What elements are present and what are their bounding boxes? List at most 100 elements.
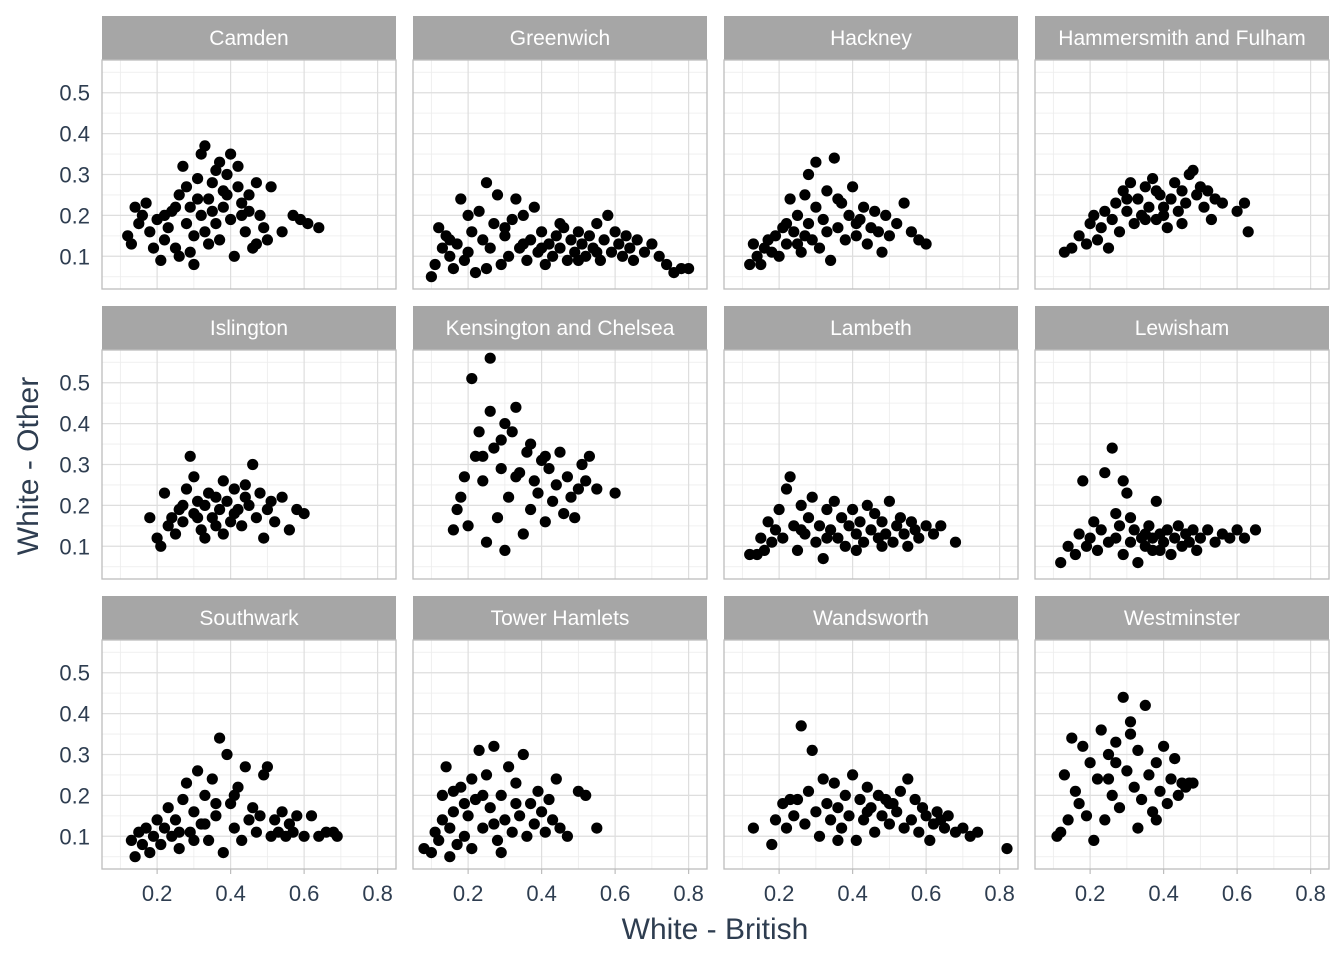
scatter-point [210, 491, 222, 503]
scatter-point [433, 834, 445, 847]
facet-strip [102, 596, 396, 640]
scatter-point [558, 507, 570, 520]
x-tick-label: 0.6 [600, 881, 631, 906]
scatter-point [447, 806, 459, 818]
scatter-point [832, 834, 844, 847]
y-tick-label: 0.5 [59, 81, 90, 106]
scatter-point [1187, 524, 1199, 536]
scatter-point [144, 226, 156, 238]
scatter-point [876, 810, 888, 822]
scatter-point [847, 181, 859, 193]
x-tick-label: 0.8 [1295, 881, 1326, 906]
scatter-point [898, 822, 910, 834]
scatter-point [151, 814, 163, 826]
y-tick-label: 0.5 [59, 661, 90, 686]
scatter-point [580, 475, 592, 487]
x-tick-label: 0.6 [289, 881, 320, 906]
facet-strip-label: Wandsworth [813, 607, 929, 630]
scatter-point [239, 761, 251, 773]
facet-strip-label: Lambeth [830, 317, 912, 340]
scatter-point [247, 802, 259, 814]
scatter-point [495, 434, 507, 446]
scatter-point [780, 218, 793, 230]
scatter-point [1099, 205, 1111, 217]
scatter-point [591, 218, 603, 230]
scatter-point [236, 834, 248, 847]
scatter-point [158, 209, 171, 221]
scatter-point [747, 822, 760, 834]
scatter-point [802, 218, 815, 230]
scatter-point [433, 222, 445, 234]
scatter-point [514, 810, 526, 822]
scatter-point [136, 838, 148, 851]
scatter-point [762, 516, 774, 528]
scatter-point [569, 512, 581, 524]
scatter-point [825, 254, 837, 266]
scatter-point [1091, 234, 1104, 246]
scatter-point [158, 487, 171, 499]
scatter-point [1202, 524, 1214, 536]
scatter-point [1139, 699, 1151, 712]
scatter-point [788, 226, 800, 238]
scatter-point [214, 234, 226, 246]
scatter-point [1238, 197, 1251, 209]
scatter-point [203, 834, 215, 847]
scatter-point [799, 818, 811, 830]
scatter-point [839, 789, 851, 802]
facet-strip [413, 596, 707, 640]
scatter-point [155, 254, 167, 266]
scatter-point [758, 544, 771, 557]
scatter-point [547, 250, 559, 262]
scatter-point [184, 201, 196, 213]
scatter-point [543, 793, 555, 806]
scatter-point [1102, 748, 1115, 761]
scatter-point [447, 524, 459, 536]
scatter-point [810, 156, 822, 168]
y-tick-label: 0.5 [59, 371, 90, 396]
scatter-point [258, 222, 270, 234]
scatter-point [744, 258, 756, 271]
scatter-point [525, 503, 537, 516]
scatter-point [1154, 785, 1166, 797]
scatter-point [813, 242, 826, 254]
scatter-point [180, 181, 193, 193]
scatter-point [938, 822, 951, 834]
facet-strip-label: Hammersmith and Fulham [1058, 27, 1305, 50]
scatter-point [942, 810, 954, 822]
scatter-point [177, 160, 189, 172]
scatter-point [192, 173, 204, 185]
scatter-point [199, 499, 211, 511]
scatter-point [891, 806, 903, 818]
scatter-point [125, 238, 137, 250]
scatter-point [232, 181, 244, 193]
scatter-point [1172, 205, 1184, 217]
scatter-point [217, 475, 229, 487]
scatter-point [810, 806, 822, 818]
scatter-point [909, 793, 921, 806]
scatter-point [821, 798, 833, 810]
scatter-point [517, 748, 529, 761]
scatter-point [861, 781, 873, 793]
y-tick-label: 0.1 [59, 534, 90, 559]
scatter-point [1055, 557, 1067, 569]
scatter-point [1058, 769, 1070, 781]
scatter-point [550, 230, 562, 242]
scatter-point [1077, 475, 1089, 487]
scatter-point [536, 242, 548, 254]
scatter-point [591, 246, 603, 258]
scatter-point [1150, 185, 1162, 197]
scatter-point [188, 258, 200, 271]
facet-panel: Greenwich [412, 16, 708, 290]
scatter-point [832, 193, 844, 205]
scatter-point [747, 238, 760, 250]
scatter-point [287, 826, 299, 838]
scatter-point [1121, 193, 1133, 205]
scatter-point [1169, 753, 1181, 765]
scatter-point [466, 773, 478, 785]
scatter-point [210, 810, 222, 822]
scatter-point [484, 405, 496, 417]
scatter-point [169, 814, 182, 826]
scatter-point [313, 222, 325, 234]
scatter-point [283, 524, 295, 536]
x-tick-label: 0.8 [984, 881, 1015, 906]
